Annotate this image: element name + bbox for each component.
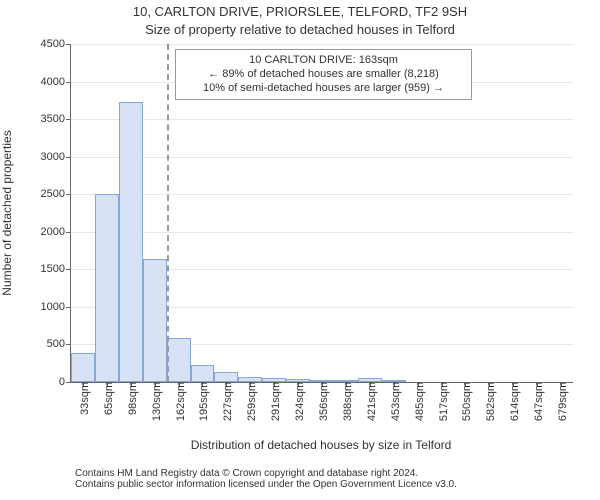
ytick-label: 3000	[41, 151, 71, 163]
ytick-label: 2000	[41, 226, 71, 238]
title-line1: 10, CARLTON DRIVE, PRIORSLEE, TELFORD, T…	[0, 4, 600, 19]
xtick-label: 291sqm	[266, 382, 282, 421]
xtick-label: 582sqm	[481, 382, 497, 421]
bar	[191, 365, 215, 382]
xtick-label: 356sqm	[314, 382, 330, 421]
bar	[143, 259, 167, 382]
ytick-label: 4000	[41, 76, 71, 88]
xtick-label: 259sqm	[242, 382, 258, 421]
xtick-label: 517sqm	[434, 382, 450, 421]
annotation-box: 10 CARLTON DRIVE: 163sqm ← 89% of detach…	[175, 49, 472, 100]
bar	[95, 194, 119, 382]
gridline-h	[71, 194, 573, 195]
xtick-label: 162sqm	[171, 382, 187, 421]
xtick-label: 195sqm	[194, 382, 210, 421]
gridline-h	[71, 119, 573, 120]
xtick-label: 614sqm	[505, 382, 521, 421]
xtick-label: 65sqm	[99, 382, 115, 415]
xtick-label: 421sqm	[362, 382, 378, 421]
ytick-label: 1500	[41, 263, 71, 275]
gridline-h	[71, 44, 573, 45]
footer-line2: Contains public sector information licen…	[75, 479, 457, 490]
xtick-label: 453sqm	[386, 382, 402, 421]
ytick-label: 3500	[41, 113, 71, 125]
y-axis-label: Number of detached properties	[0, 130, 14, 295]
bar	[119, 102, 143, 382]
bar	[214, 372, 238, 382]
xtick-label: 130sqm	[147, 382, 163, 421]
xtick-label: 550sqm	[457, 382, 473, 421]
bar	[167, 338, 191, 382]
xtick-label: 324sqm	[290, 382, 306, 421]
chart-container: 10, CARLTON DRIVE, PRIORSLEE, TELFORD, T…	[0, 0, 600, 500]
xtick-label: 679sqm	[553, 382, 569, 421]
annotation-line2: ← 89% of detached houses are smaller (8,…	[182, 68, 465, 82]
annotation-line3: 10% of semi-detached houses are larger (…	[182, 82, 465, 96]
ytick-label: 500	[47, 338, 71, 350]
xtick-label: 98sqm	[123, 382, 139, 415]
x-axis-label: Distribution of detached houses by size …	[70, 438, 572, 452]
gridline-h	[71, 232, 573, 233]
footer-line1: Contains HM Land Registry data © Crown c…	[75, 468, 457, 479]
annotation-line1: 10 CARLTON DRIVE: 163sqm	[182, 54, 465, 68]
bar	[71, 353, 95, 382]
footer-text: Contains HM Land Registry data © Crown c…	[75, 468, 457, 490]
xtick-label: 388sqm	[338, 382, 354, 421]
marker-line	[167, 44, 169, 382]
title-line2: Size of property relative to detached ho…	[0, 22, 600, 37]
ytick-label: 0	[59, 376, 71, 388]
xtick-label: 647sqm	[529, 382, 545, 421]
gridline-h	[71, 157, 573, 158]
ytick-label: 1000	[41, 301, 71, 313]
ytick-label: 4500	[41, 38, 71, 50]
ytick-label: 2500	[41, 188, 71, 200]
xtick-label: 485sqm	[410, 382, 426, 421]
xtick-label: 33sqm	[75, 382, 91, 415]
xtick-label: 227sqm	[218, 382, 234, 421]
